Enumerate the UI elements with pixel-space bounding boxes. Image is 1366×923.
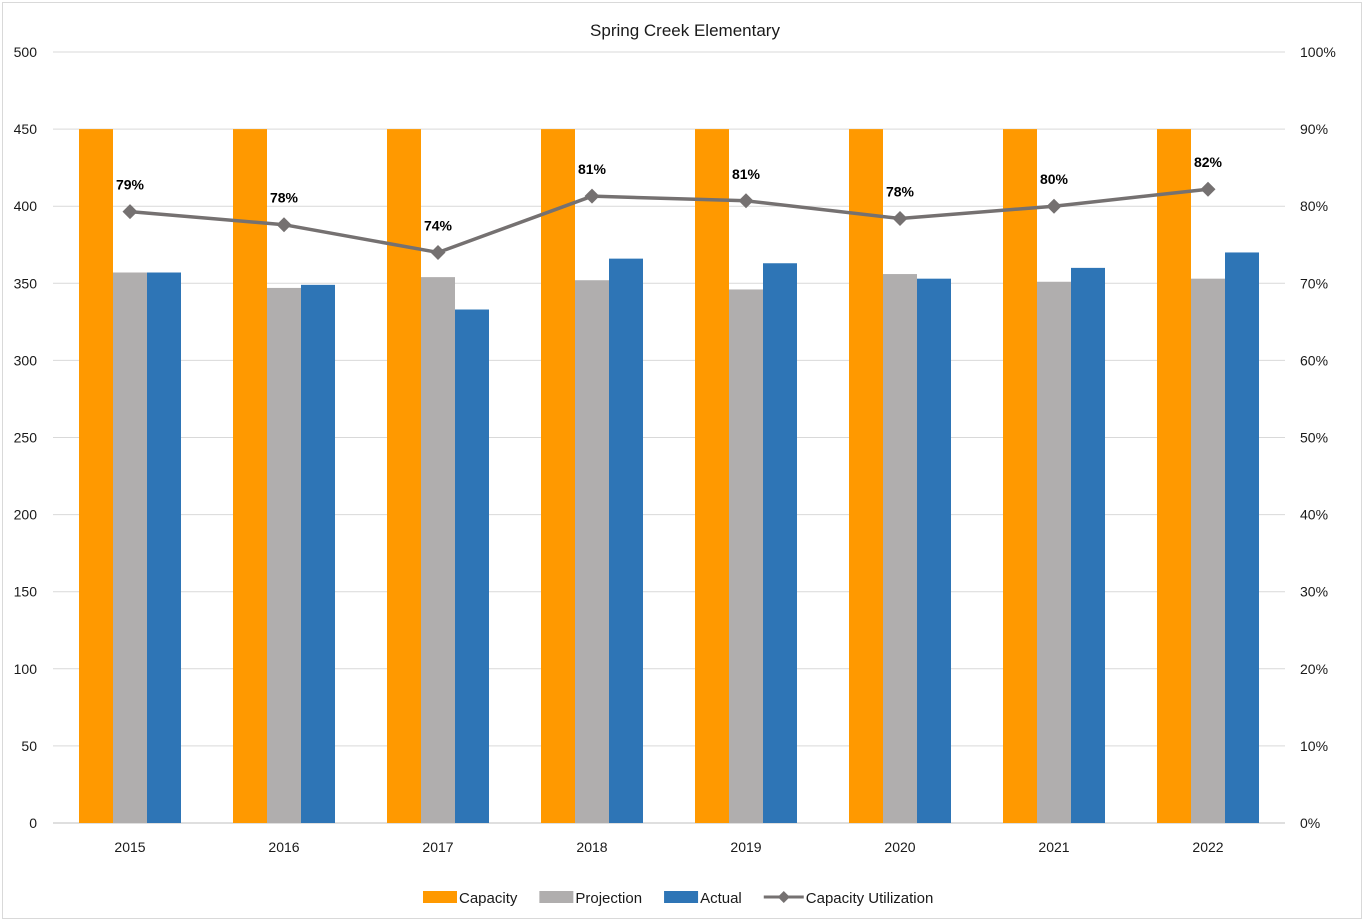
- y-left-tick-label: 350: [14, 275, 38, 291]
- legend-entry: Capacity Utilization: [806, 890, 934, 907]
- utilization-marker: [276, 217, 292, 233]
- x-tick-label: 2022: [1192, 839, 1223, 855]
- legend-swatch: [539, 891, 574, 903]
- utilization-marker: [1046, 198, 1062, 214]
- bar-projection: [575, 280, 609, 823]
- utilization-data-label: 81%: [732, 166, 761, 182]
- utilization-line-path: [129, 187, 1209, 255]
- utilization-marker: [892, 211, 908, 227]
- utilization-marker: [584, 188, 600, 204]
- y-right-tick-label: 100%: [1300, 44, 1336, 60]
- utilization-data-label: 82%: [1194, 154, 1223, 170]
- bar-capacity: [541, 129, 575, 824]
- utilization-data-label: 74%: [424, 217, 453, 233]
- y-left-tick-label: 200: [14, 507, 38, 523]
- legend-swatch: [664, 891, 699, 903]
- bar-projection: [1037, 281, 1071, 823]
- bar-capacity: [387, 129, 421, 824]
- x-tick-label: 2019: [730, 839, 761, 855]
- bar-capacity: [79, 129, 113, 824]
- y-left-tick-label: 500: [14, 44, 38, 60]
- x-axis-ticks: 2015 2016 2017 2018 2019 2020 2021 2022: [114, 839, 1223, 855]
- bar-actual: [1225, 252, 1259, 823]
- left-axis-ticks: 0 50 100 150 200 250 300 350 400 450 500: [14, 44, 38, 831]
- bar-actual: [147, 272, 181, 824]
- utilization-data-label: 80%: [1040, 171, 1069, 187]
- y-left-tick-label: 300: [14, 352, 38, 368]
- y-left-tick-label: 100: [14, 661, 38, 677]
- bar-series: [79, 129, 1259, 824]
- y-left-tick-label: 0: [29, 815, 37, 831]
- y-right-tick-label: 70%: [1300, 275, 1328, 291]
- bar-capacity: [1003, 129, 1037, 824]
- legend-marker: [777, 891, 790, 903]
- utilization-marker: [122, 204, 138, 220]
- bar-actual: [763, 263, 797, 823]
- bar-capacity: [1157, 129, 1191, 824]
- bar-projection: [883, 274, 917, 824]
- utilization-data-label: 78%: [886, 184, 915, 200]
- x-tick-label: 2021: [1038, 839, 1069, 855]
- utilization-marker: [738, 193, 754, 209]
- legend-entry: Actual: [700, 890, 742, 907]
- y-left-tick-label: 150: [14, 584, 38, 600]
- y-right-tick-label: 20%: [1300, 661, 1328, 677]
- y-left-tick-label: 450: [14, 121, 38, 137]
- bar-actual: [1071, 267, 1105, 823]
- y-right-tick-label: 90%: [1300, 121, 1328, 137]
- y-right-tick-label: 40%: [1300, 507, 1328, 523]
- bar-actual: [455, 309, 489, 823]
- bar-actual: [301, 284, 335, 823]
- bar-actual: [609, 258, 643, 823]
- y-right-tick-label: 60%: [1300, 352, 1328, 368]
- legend-entry: Projection: [575, 890, 642, 907]
- x-tick-label: 2016: [268, 839, 299, 855]
- y-right-tick-label: 30%: [1300, 584, 1328, 600]
- x-tick-label: 2020: [884, 839, 915, 855]
- chart-title: Spring Creek Elementary: [590, 21, 780, 40]
- y-left-tick-label: 250: [14, 430, 38, 446]
- legend-entry: Capacity: [459, 890, 518, 907]
- bar-capacity: [849, 129, 883, 824]
- y-right-tick-label: 50%: [1300, 430, 1328, 446]
- utilization-marker: [1200, 181, 1216, 197]
- bar-projection: [267, 287, 301, 823]
- utilization-marker: [430, 244, 446, 260]
- legend: Capacity Projection Actual Capacity Utiliza…: [423, 890, 933, 907]
- y-right-tick-label: 0%: [1300, 815, 1320, 831]
- bar-projection: [729, 289, 763, 823]
- right-axis-ticks: 0% 10% 20% 30% 40% 50% 60% 70% 80% 90% 100%: [1300, 44, 1336, 831]
- bar-capacity: [695, 129, 729, 824]
- y-left-tick-label: 400: [14, 198, 38, 214]
- utilization-data-label: 79%: [116, 177, 145, 193]
- utilization-data-label: 78%: [270, 190, 299, 206]
- y-right-tick-label: 80%: [1300, 198, 1328, 214]
- bar-actual: [917, 278, 951, 823]
- bar-projection: [113, 272, 147, 824]
- utilization-line: 79% 78% 74% 81% 81% 78% 80% 82%: [116, 154, 1223, 260]
- x-tick-label: 2015: [114, 839, 145, 855]
- legend-swatch: [423, 891, 457, 903]
- x-tick-label: 2018: [576, 839, 607, 855]
- bar-projection: [421, 277, 455, 824]
- bar-capacity: [233, 129, 267, 824]
- y-left-tick-label: 50: [21, 738, 37, 754]
- utilization-data-label: 81%: [578, 161, 607, 177]
- y-right-tick-label: 10%: [1300, 738, 1328, 754]
- bar-projection: [1191, 278, 1225, 823]
- x-tick-label: 2017: [422, 839, 453, 855]
